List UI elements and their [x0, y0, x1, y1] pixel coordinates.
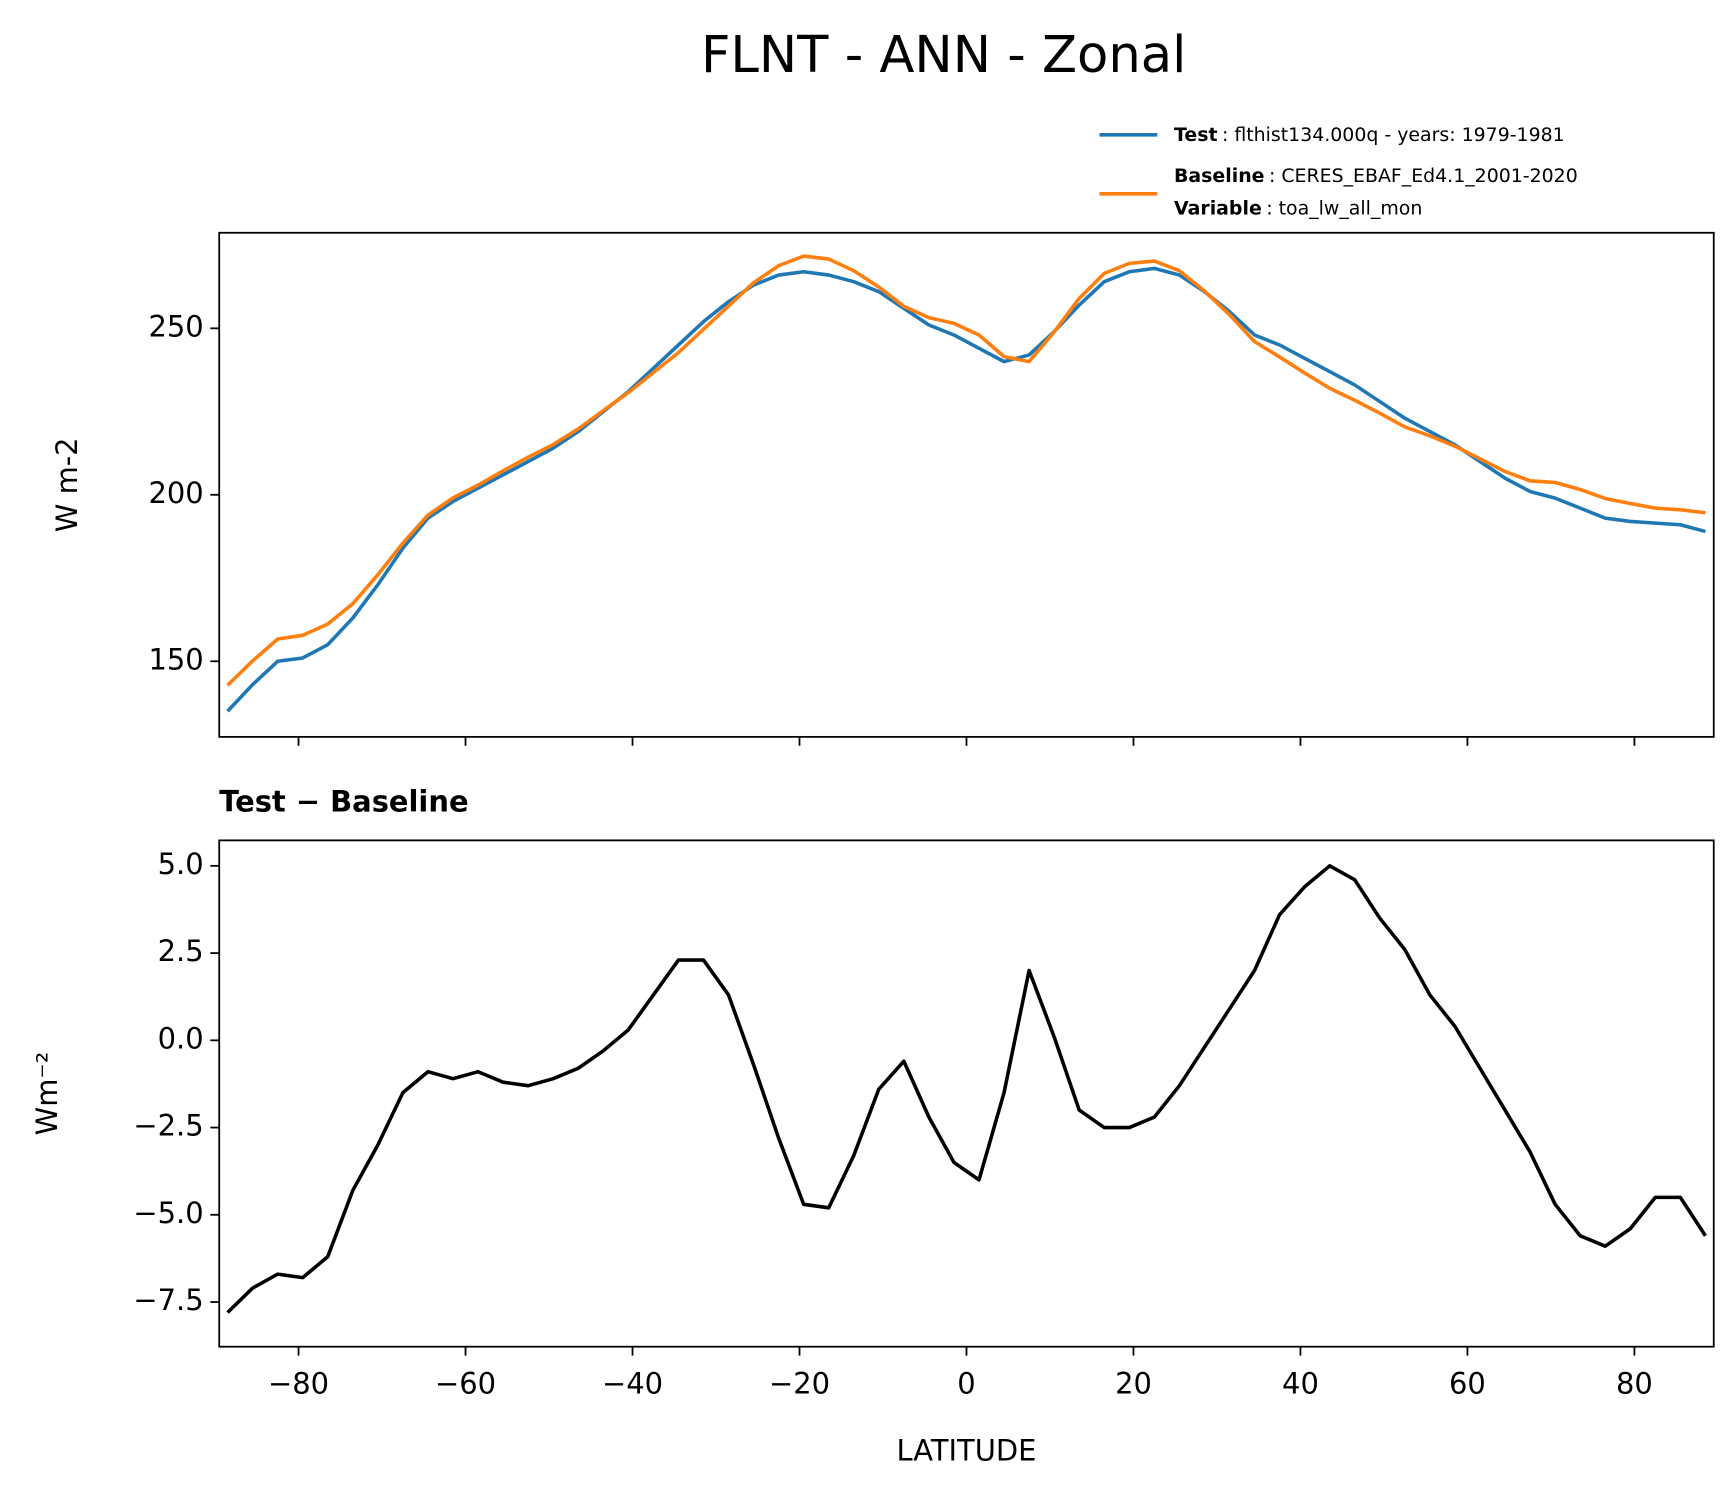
x-tick-label: 0	[957, 1367, 975, 1401]
legend-name: Variable	[1174, 197, 1262, 219]
legend-description: : toa_lw_all_mon	[1266, 197, 1422, 219]
legend: Test: flthist134.000q - years: 1979-1981…	[1099, 123, 1578, 219]
y-tick-label: 250	[148, 309, 203, 343]
x-tick-label: 60	[1449, 1367, 1486, 1401]
y-axis-label: W m-2	[50, 437, 84, 532]
plot-frame	[218, 231, 1715, 738]
data-line	[226, 254, 1706, 687]
y-tick-label: −7.5	[133, 1283, 203, 1317]
x-tick-label: 80	[1616, 1367, 1653, 1401]
legend-name: Test	[1174, 123, 1218, 145]
x-axis-label: LATITUDE	[897, 1433, 1037, 1467]
y-tick-label: −2.5	[133, 1109, 203, 1143]
y-tick-label: 2.5	[158, 934, 204, 968]
x-tick-label: 20	[1115, 1367, 1152, 1401]
y-tick-label: 5.0	[158, 847, 204, 881]
legend-description: : flthist134.000q - years: 1979-1981	[1222, 123, 1565, 145]
legend-entry: Variable: toa_lw_all_mon	[1174, 197, 1422, 219]
x-tick-label: −80	[268, 1367, 329, 1401]
x-tick-label: −20	[769, 1367, 830, 1401]
y-tick-label: 200	[148, 476, 203, 510]
y-tick-label: 0.0	[158, 1021, 204, 1055]
legend-entry: Test: flthist134.000q - years: 1979-1981	[1174, 123, 1565, 145]
y-tick-label: 150	[148, 642, 203, 676]
x-tick-label: −40	[602, 1367, 663, 1401]
legend-entry: Baseline: CERES_EBAF_Ed4.1_2001-2020	[1174, 165, 1578, 187]
legend-name: Baseline	[1174, 165, 1265, 187]
x-tick-label: −60	[435, 1367, 496, 1401]
y-tick-label: −5.0	[133, 1196, 203, 1230]
figure-title: FLNT - ANN - Zonal	[701, 25, 1186, 85]
legend-description: : CERES_EBAF_Ed4.1_2001-2020	[1269, 165, 1578, 187]
x-tick-label: 40	[1282, 1367, 1319, 1401]
y-axis-label: Wm⁻²	[30, 1052, 64, 1136]
subplot-title: Test − Baseline	[219, 785, 468, 819]
data-line	[226, 864, 1707, 1314]
plot-frame	[218, 839, 1715, 1348]
